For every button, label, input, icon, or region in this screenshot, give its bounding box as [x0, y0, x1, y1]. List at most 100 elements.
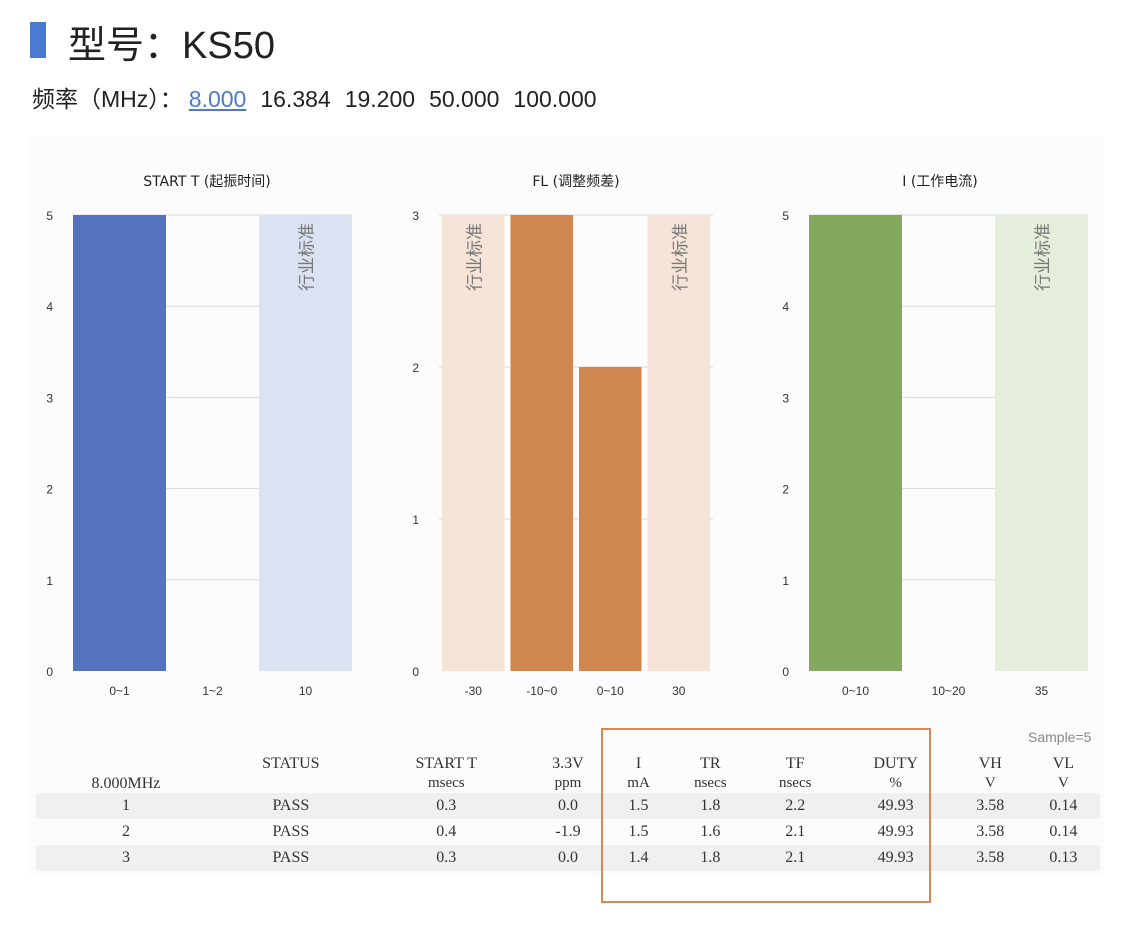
y-tick-label: 1: [46, 574, 53, 588]
x-tick-label: -10~0: [526, 684, 557, 698]
standard-label: 行业标准: [671, 223, 691, 291]
chart-title: FL (调整频差): [532, 174, 619, 190]
frequency-label: 频率（MHz）：: [32, 86, 183, 112]
frequency-option-100000[interactable]: 100.000: [513, 86, 597, 112]
y-tick-label: 0: [412, 665, 419, 679]
standard-bar: [647, 215, 710, 671]
cell-tf: 2.2: [785, 797, 806, 814]
y-tick-label: 3: [782, 391, 789, 405]
cell-sample: 1: [121, 797, 130, 814]
col-unit-status: [216, 773, 366, 793]
cell-3v3: 0.0: [557, 849, 578, 866]
col-unit-duty: %: [889, 774, 902, 791]
col-unit-start-t: msecs: [427, 774, 465, 791]
frequency-option-50000[interactable]: 50.000: [429, 86, 500, 112]
x-tick-label: -30: [465, 684, 483, 698]
col-header-3v3: 3.3V: [552, 755, 584, 772]
cell-tf: 2.1: [785, 823, 806, 840]
col-header-vl: VL: [1052, 755, 1075, 772]
y-tick-label: 4: [782, 300, 789, 314]
table-frequency-header: 8.000MHz: [91, 775, 161, 792]
x-tick-label: 0~10: [597, 684, 624, 698]
col-header-i: I: [635, 755, 642, 772]
y-tick-label: 0: [46, 665, 53, 679]
col-header-tr: TR: [700, 755, 721, 772]
x-tick-label: 1~2: [202, 684, 223, 698]
chart-title: START T (起振时间): [143, 174, 271, 190]
frequency-option-8000[interactable]: 8.000: [188, 86, 247, 112]
x-tick-label: 0~1: [109, 684, 130, 698]
frequency-selector: 频率（MHz）： 8.000 16.384 19.200 50.000 100.000: [32, 80, 597, 114]
cell-sample: 3: [121, 849, 130, 866]
cell-tr: 1.8: [700, 797, 721, 814]
cell-3v3: -1.9: [555, 823, 581, 840]
cell-vl: 0.14: [1049, 797, 1078, 814]
x-tick-label: 10: [299, 684, 313, 698]
cell-tf: 2.1: [785, 849, 806, 866]
cell-vh: 3.58: [976, 797, 1005, 814]
y-tick-label: 5: [782, 209, 789, 223]
table-row: 2 PASS 0.4 -1.9 1.5 1.6 2.1 49.93 3.58 0…: [36, 819, 1100, 845]
col-unit-vl: V: [1057, 774, 1069, 791]
cell-start-t: 0.3: [436, 849, 457, 866]
col-unit-3v3: ppm: [554, 774, 582, 791]
cell-start-t: 0.3: [436, 797, 457, 814]
y-tick-label: 5: [46, 209, 53, 223]
standard-bar: [259, 215, 352, 671]
col-unit-i: mA: [627, 774, 650, 791]
page-title: 型号：KS50: [68, 25, 275, 67]
frequency-option-16384[interactable]: 16.384: [260, 86, 331, 112]
y-tick-label: 2: [46, 483, 53, 497]
standard-label: 行业标准: [465, 223, 485, 291]
chart-title: I (工作电流): [902, 174, 978, 190]
cell-i: 1.4: [628, 849, 649, 866]
y-tick-label: 3: [412, 209, 419, 223]
cell-duty: 49.93: [877, 797, 914, 814]
col-header-start-t: START T: [415, 755, 478, 772]
table-row: 1 PASS 0.3 0.0 1.5 1.8 2.2 49.93 3.58 0.…: [36, 793, 1100, 819]
col-unit-tf: nsecs: [778, 774, 812, 791]
cell-sample: 2: [121, 823, 130, 840]
chart-2: 0 1 2 3 行业标准 -30 -10~0 0~10 行业标准 30 FL (调整频差): [412, 174, 713, 698]
bar: [579, 367, 642, 671]
cell-status: PASS: [272, 849, 310, 866]
title-accent-bar: [30, 22, 46, 58]
cell-3v3: 0.0: [557, 797, 578, 814]
table-row: 3 PASS 0.3 0.0 1.4 1.8 2.1 49.93 3.58 0.…: [36, 845, 1100, 871]
cell-vl: 0.13: [1049, 849, 1078, 866]
col-header-duty: DUTY: [873, 755, 918, 772]
cell-status: PASS: [272, 797, 310, 814]
frequency-option-19200[interactable]: 19.200: [344, 86, 416, 112]
cell-duty: 49.93: [877, 849, 914, 866]
cell-status: PASS: [272, 823, 310, 840]
y-tick-label: 1: [412, 513, 419, 527]
x-tick-label: 0~10: [842, 684, 869, 698]
col-header-tf: TF: [785, 755, 805, 772]
standard-label: 行业标准: [1034, 223, 1054, 291]
chart-1: 0 1 2 3 4 5 0~1 1~2 行业标准 10 START T (起振时间): [46, 174, 352, 698]
cell-i: 1.5: [628, 797, 649, 814]
measurement-table: 8.000MHz STATUS START T 3.3V I TR TF DUT…: [36, 746, 1100, 871]
chart-3: 0 1 2 3 4 5 0~10 10~20 行业标准 35 I (工作电流): [782, 174, 1088, 698]
bar: [809, 215, 902, 671]
standard-bar: [995, 215, 1088, 671]
cell-vh: 3.58: [976, 823, 1005, 840]
cell-tr: 1.8: [700, 849, 721, 866]
bar: [73, 215, 166, 671]
standard-label: 行业标准: [298, 223, 318, 291]
y-tick-label: 2: [412, 361, 419, 375]
y-tick-label: 0: [782, 665, 789, 679]
x-tick-label: 10~20: [932, 684, 966, 698]
cell-start-t: 0.4: [436, 823, 457, 840]
y-tick-label: 1: [782, 574, 789, 588]
col-unit-vh: V: [984, 774, 996, 791]
cell-vh: 3.58: [976, 849, 1005, 866]
sample-note: Sample=5: [1028, 729, 1092, 745]
col-header-status: STATUS: [262, 755, 320, 772]
x-tick-label: 30: [672, 684, 686, 698]
standard-bar: [442, 215, 505, 671]
cell-duty: 49.93: [877, 823, 914, 840]
y-tick-label: 4: [46, 300, 53, 314]
cell-tr: 1.6: [700, 823, 721, 840]
